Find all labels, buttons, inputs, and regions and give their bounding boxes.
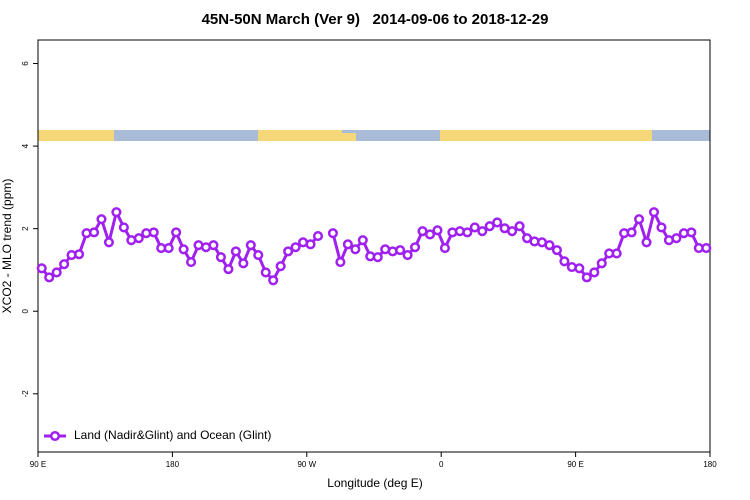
data-point [484,221,495,232]
data-point [648,207,660,218]
data-point [507,226,518,237]
ocean-band [38,130,710,141]
data-point [395,245,406,256]
x-tick-label: 90 E [567,460,583,469]
data-point [215,252,226,263]
data-point [641,237,652,248]
y-tick-label: 2 [21,226,30,231]
data-point [178,244,189,255]
data-point [589,267,600,278]
legend-label: Land (Nadir&Glint) and Ocean (Glint) [74,428,271,442]
data-point [238,258,249,269]
data-point [656,222,667,233]
data-point [410,242,421,253]
series-line [40,207,707,283]
data-point [171,227,182,238]
data-point [44,272,55,283]
data-point [335,257,346,268]
data-point [275,261,286,272]
data-point [671,233,682,244]
land-band [38,130,114,141]
x-tick-label: 0 [439,460,444,469]
chart-title: 45N-50N March (Ver 9) 2014-09-06 to 2018… [202,11,549,28]
data-point [424,229,436,240]
data-point [305,239,316,250]
data-point [350,244,361,255]
data-point [432,225,443,236]
legend-marker [49,430,61,442]
data-point [574,263,585,274]
data-point [312,231,324,242]
y-axis-label: XCO2 - MLO trend (ppm) [0,179,14,314]
y-tick-label: -2 [21,390,30,398]
data-point [103,237,114,248]
map-strip [38,130,710,141]
data-point [402,250,413,261]
data-point [462,227,473,238]
data-point [372,252,383,263]
data-point [268,275,279,286]
data-point [59,259,70,270]
data-point [88,227,100,238]
data-point [36,263,47,274]
data-point [634,214,645,225]
data-point [96,214,107,225]
data-point [253,250,264,261]
plot-frame [37,39,711,453]
data-point [51,267,62,278]
data-point [230,246,241,257]
data-point [551,245,562,256]
y-tick-label: 0 [21,308,30,313]
data-point [118,222,129,233]
data-point [581,272,592,283]
data-point [686,227,697,238]
data-point [701,243,712,254]
data-point [163,243,174,254]
y-tick-label: 6 [21,61,30,66]
data-point [111,207,122,218]
data-point [327,228,338,239]
data-point [223,264,234,275]
x-tick-label: 90 E [30,460,46,469]
data-point [74,249,85,260]
data-point [439,243,450,254]
data-point [208,240,219,251]
land-band [440,130,652,141]
data-point [626,227,637,238]
data-point [290,242,301,253]
y-tick-label: 4 [21,143,30,148]
land-band [258,130,342,141]
data-point [559,256,570,267]
data-point [245,240,256,251]
x-tick-label: 180 [166,460,180,469]
x-tick-label: 180 [703,460,717,469]
x-tick-label: 90 W [297,460,316,469]
data-point [186,257,197,268]
land-band [342,133,356,141]
data-point [514,221,525,232]
data-point [469,222,480,233]
data-point [492,217,503,228]
data-point [148,227,159,238]
data-point [283,246,294,257]
data-point [342,239,353,250]
data-point [260,267,271,278]
data-point [611,248,622,259]
data-point [477,226,488,237]
x-axis-label: Longitude (deg E) [327,476,422,490]
data-point [357,235,368,246]
data-point [596,258,607,269]
data-point [133,233,144,244]
data-point [544,240,555,251]
